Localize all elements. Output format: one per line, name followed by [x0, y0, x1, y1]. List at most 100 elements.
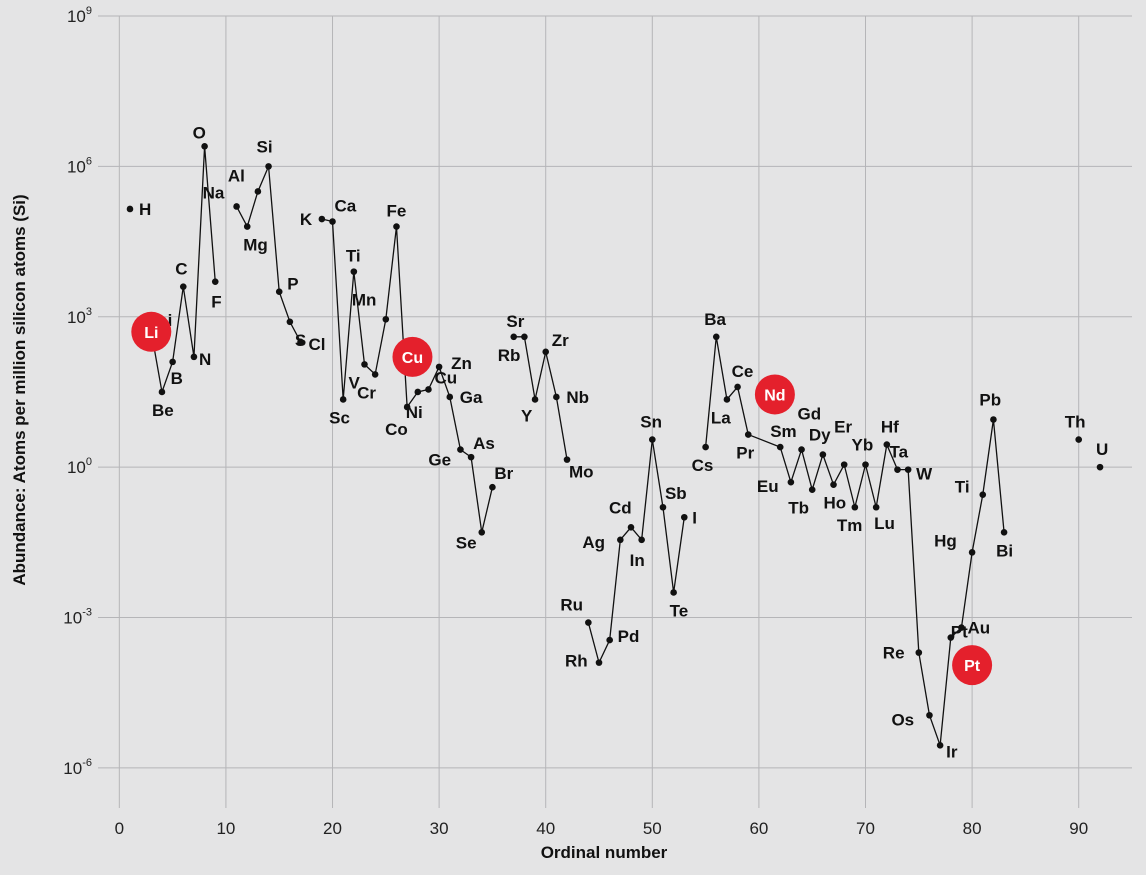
element-label: Er	[834, 418, 852, 437]
data-point	[361, 361, 368, 368]
element-label: Ir	[946, 742, 958, 761]
element-label: Ru	[560, 596, 583, 615]
element-label-layer: H Li Be B C N O F Na Mg Al Si P SCl K Ca Sc Ti VCr Mn Fe CoNi…	[131, 123, 1108, 761]
element-label: Sb	[665, 484, 687, 503]
element-label: Tb	[788, 499, 809, 518]
x-tick-label: 0	[115, 819, 124, 838]
element-label: Ti	[346, 247, 361, 266]
element-label: Mg	[243, 236, 268, 255]
element-label: Zr	[552, 331, 569, 350]
element-label: Dy	[809, 426, 831, 445]
data-point	[670, 589, 677, 596]
data-point	[862, 461, 869, 468]
data-point	[702, 443, 709, 451]
y-tick-label: 10-6	[63, 757, 92, 778]
data-point	[798, 446, 805, 453]
element-label: W	[916, 465, 933, 484]
element-label: Bi	[996, 541, 1013, 560]
element-label: Ba	[704, 310, 726, 329]
data-point	[243, 223, 251, 230]
element-label: Yb	[852, 436, 874, 455]
highlight-label: Nd	[764, 387, 785, 404]
element-label: Sc	[329, 408, 350, 427]
data-point-layer	[126, 143, 1104, 749]
element-label: Os	[891, 710, 914, 729]
data-point	[371, 371, 379, 378]
data-point	[883, 441, 891, 448]
data-point	[723, 396, 731, 403]
data-point	[872, 503, 880, 511]
data-point	[521, 333, 528, 341]
x-tick-label: 10	[216, 819, 235, 838]
element-label: Tm	[837, 516, 863, 535]
data-point	[211, 278, 219, 285]
data-point	[894, 466, 901, 473]
y-axis-title: Abundance: Atoms per million silicon ato…	[10, 194, 29, 585]
element-label: P	[287, 275, 298, 294]
x-tick-label: 50	[643, 819, 662, 838]
element-label: Si	[257, 137, 273, 156]
data-point	[542, 348, 550, 356]
y-tick-label: 106	[67, 155, 92, 176]
element-label: Cr	[357, 383, 376, 402]
data-point	[819, 451, 827, 458]
element-label: Re	[883, 644, 905, 663]
data-point	[1000, 529, 1008, 536]
highlight-marker	[952, 645, 993, 686]
y-tick-label: 103	[67, 306, 92, 327]
data-point	[968, 549, 976, 556]
data-point	[926, 711, 933, 719]
element-label: H	[139, 200, 151, 219]
data-point	[169, 358, 176, 366]
data-point	[339, 396, 347, 403]
element-label: Sr	[506, 312, 524, 331]
data-point	[435, 363, 443, 371]
element-label: Au	[967, 619, 990, 638]
element-label: I	[692, 508, 697, 527]
x-tick-label: 30	[430, 819, 449, 838]
element-label: Al	[228, 166, 245, 185]
element-label: Se	[456, 533, 477, 552]
element-label: Ti	[955, 478, 970, 497]
data-point	[595, 659, 603, 666]
highlight-marker	[754, 374, 795, 415]
highlight-label: Pt	[964, 658, 981, 675]
element-label: Na	[203, 183, 225, 202]
data-point	[275, 288, 283, 295]
element-label: Lu	[874, 514, 895, 533]
element-label: K	[300, 210, 313, 229]
element-label: Hg	[934, 531, 957, 550]
data-point	[393, 223, 400, 230]
element-label: Ho	[824, 494, 847, 513]
data-point	[467, 453, 475, 461]
data-point	[979, 491, 987, 499]
data-point	[776, 443, 784, 451]
element-label: V	[348, 373, 360, 392]
data-point	[734, 383, 741, 391]
element-label: Ga	[460, 388, 483, 407]
data-point	[563, 456, 571, 463]
element-label: S	[295, 331, 306, 350]
element-label: Mn	[352, 290, 377, 309]
data-point	[478, 529, 486, 536]
highlight-label: Cu	[402, 350, 423, 367]
data-point	[286, 318, 294, 326]
data-point	[787, 478, 795, 486]
element-label: Ni	[406, 403, 423, 422]
element-label: La	[711, 408, 731, 427]
data-point	[627, 523, 635, 531]
element-label: O	[193, 123, 206, 142]
data-point	[510, 333, 518, 341]
data-point	[403, 403, 411, 411]
element-label: F	[211, 293, 221, 312]
highlight-label: Li	[144, 325, 158, 342]
element-label: Nb	[566, 388, 589, 407]
x-tick-label: 80	[963, 819, 982, 838]
data-point	[382, 315, 390, 323]
element-label: Ge	[428, 451, 451, 470]
element-label: Mo	[569, 463, 594, 482]
element-label: In	[630, 551, 645, 570]
